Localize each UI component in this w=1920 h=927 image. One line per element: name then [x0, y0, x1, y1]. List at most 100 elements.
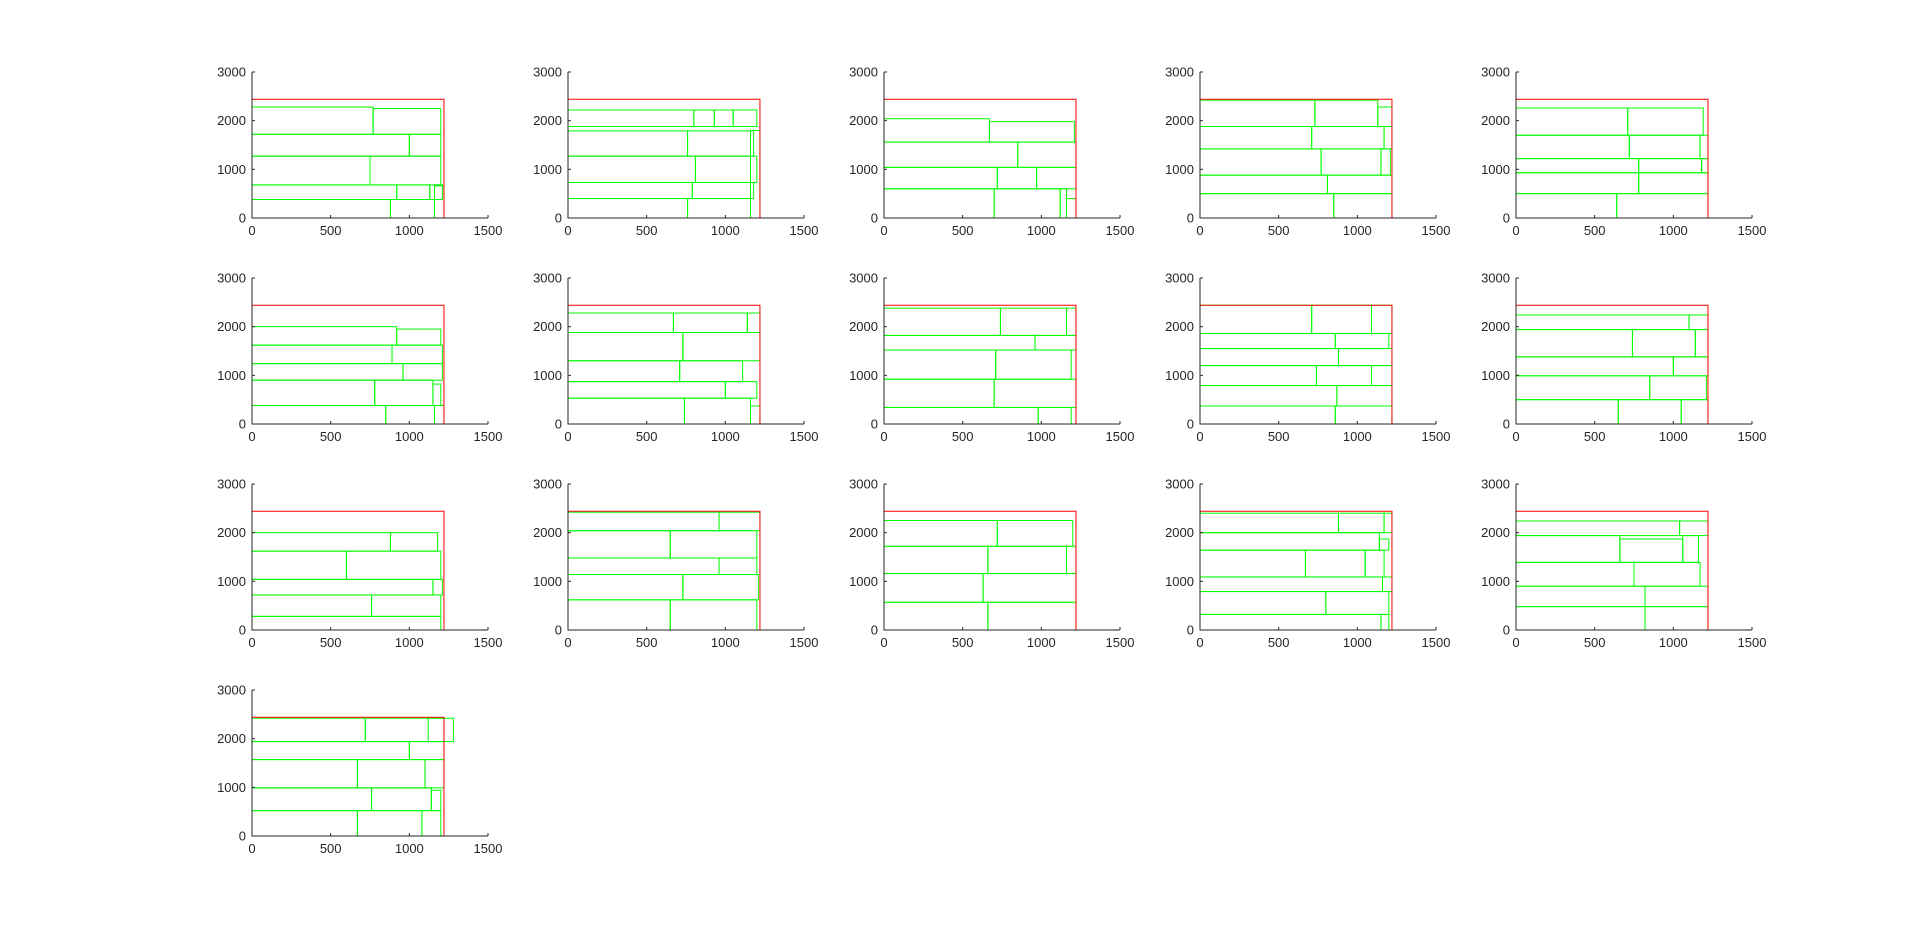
y-tick-label: 1000: [217, 162, 246, 177]
piece-rect: [567, 511, 720, 532]
piece-rect: [718, 557, 758, 576]
y-tick-label: 2000: [849, 319, 878, 334]
y-tick-label: 2000: [533, 319, 562, 334]
y-tick-label: 2000: [1481, 525, 1510, 540]
piece-rect: [1325, 591, 1390, 615]
subplot-6: 0 500 1000 1500 0 1000 2000 3000: [217, 271, 502, 445]
y-tick-label: 1000: [849, 162, 878, 177]
piece-rect: [691, 181, 755, 200]
piece-rect: [251, 615, 442, 631]
x-tick-label: 1500: [790, 429, 819, 444]
piece-rect: [883, 349, 997, 380]
piece-rect: [408, 741, 445, 761]
piece-rect: [724, 381, 758, 399]
y-tick-label: 3000: [533, 271, 562, 286]
y-tick-label: 1000: [533, 162, 562, 177]
x-tick-label: 1000: [711, 635, 740, 650]
piece-rect: [251, 155, 371, 186]
x-tick-label: 500: [636, 429, 658, 444]
piece-rect: [432, 383, 442, 407]
piece-rect: [371, 787, 432, 812]
subplot-12: 0 500 1000 1500 0 1000 2000 3000: [533, 477, 818, 651]
subplot-16: 0 500 1000 1500 0 1000 2000 3000: [217, 683, 502, 857]
piece-rect: [567, 530, 671, 559]
x-tick-label: 1500: [790, 223, 819, 238]
container-rect: [1199, 98, 1393, 219]
piece-rect: [683, 397, 752, 425]
y-tick-label: 0: [871, 417, 878, 432]
piece-rect: [718, 511, 761, 532]
piece-rect: [1633, 561, 1701, 587]
x-tick-label: 500: [636, 635, 658, 650]
piece-rect: [389, 532, 439, 552]
y-tick-label: 1000: [1481, 574, 1510, 589]
x-tick-label: 0: [1196, 635, 1203, 650]
y-tick-label: 0: [871, 211, 878, 226]
piece-rect: [567, 557, 720, 576]
piece-rect: [567, 599, 671, 631]
y-tick-label: 0: [1187, 623, 1194, 638]
piece-rect: [987, 545, 1068, 575]
x-tick-label: 1000: [1659, 635, 1688, 650]
piece-rect: [1515, 158, 1640, 174]
piece-rect: [1515, 172, 1640, 195]
x-tick-label: 0: [564, 635, 571, 650]
piece-rect: [374, 379, 434, 407]
piece-rect: [251, 405, 387, 425]
y-tick-label: 2000: [849, 525, 878, 540]
piece-rect: [1688, 314, 1709, 331]
y-tick-label: 1000: [533, 574, 562, 589]
piece-rect: [1199, 148, 1322, 176]
piece-rect: [750, 129, 761, 219]
y-tick-label: 3000: [217, 477, 246, 492]
y-tick-label: 0: [555, 211, 562, 226]
piece-rect: [430, 789, 442, 812]
x-tick-label: 0: [1196, 429, 1203, 444]
subplot-13: 0 500 1000 1500 0 1000 2000 3000: [849, 477, 1134, 651]
piece-rect: [371, 594, 442, 617]
piece-rect: [1682, 535, 1700, 563]
y-tick-label: 3000: [217, 65, 246, 80]
piece-rect: [251, 379, 376, 407]
piece-rect: [427, 717, 445, 743]
piece-rect: [750, 405, 761, 425]
container-rect: [883, 304, 1077, 425]
x-tick-label: 1000: [711, 223, 740, 238]
piece-rect: [669, 599, 758, 631]
piece-rect: [1199, 365, 1317, 387]
y-tick-label: 1000: [1481, 162, 1510, 177]
piece-rect: [672, 312, 748, 334]
piece-rect: [1199, 549, 1306, 578]
piece-rect: [687, 198, 752, 219]
x-tick-label: 1000: [395, 841, 424, 856]
y-tick-label: 0: [239, 211, 246, 226]
y-tick-label: 0: [1187, 417, 1194, 432]
piece-rect: [251, 741, 410, 761]
piece-rect: [993, 188, 1061, 219]
y-tick-label: 3000: [1481, 271, 1510, 286]
subplot-1: 0 500 1000 1500 0 1000 2000 3000: [217, 65, 502, 239]
x-tick-label: 0: [564, 429, 571, 444]
piece-rect: [1380, 613, 1390, 631]
piece-rect: [567, 181, 693, 200]
y-tick-label: 1000: [217, 368, 246, 383]
x-tick-label: 1500: [1738, 223, 1767, 238]
y-tick-label: 3000: [1165, 477, 1194, 492]
y-tick-label: 3000: [1165, 271, 1194, 286]
container-rect: [883, 98, 1077, 219]
y-tick-label: 1000: [533, 368, 562, 383]
x-tick-label: 1000: [395, 429, 424, 444]
piece-rect: [391, 344, 443, 365]
x-tick-label: 0: [1512, 429, 1519, 444]
container-rect: [251, 98, 445, 219]
piece-rect: [1199, 613, 1382, 631]
piece-rect: [251, 133, 410, 157]
y-tick-label: 0: [871, 623, 878, 638]
piece-rect: [682, 574, 759, 601]
piece-rect: [1199, 99, 1316, 128]
x-tick-label: 1000: [1027, 635, 1056, 650]
piece-rect: [995, 349, 1072, 380]
y-tick-label: 1000: [1481, 368, 1510, 383]
subplot-2: 0 500 1000 1500 0 1000 2000 3000: [533, 65, 818, 239]
piece-rect: [1515, 520, 1681, 537]
